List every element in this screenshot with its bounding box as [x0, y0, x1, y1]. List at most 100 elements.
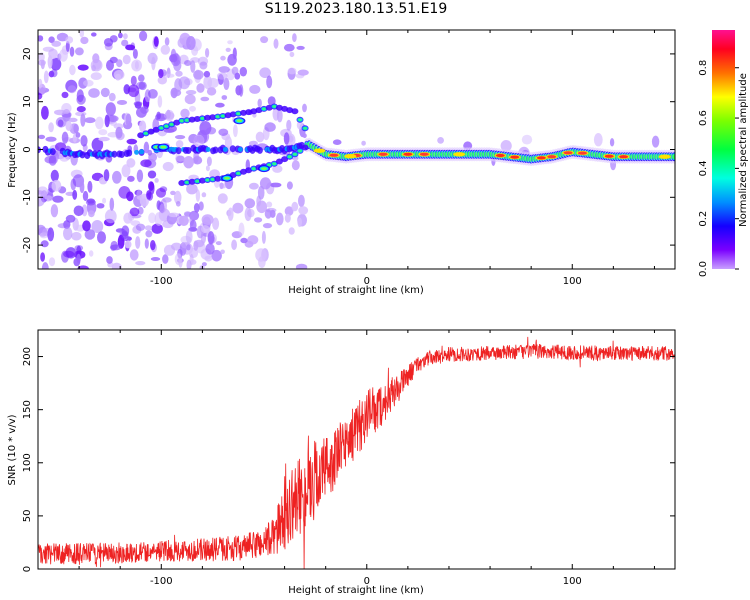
heatmap-cell — [40, 240, 49, 248]
heatmap-cell — [193, 116, 201, 122]
heatmap-cell — [231, 239, 238, 251]
heatmap-cell — [297, 217, 303, 228]
colorbar-ticks: 0.0 0.2 0.4 0.6 0.8 — [698, 60, 739, 277]
y-tick-label: 10 — [22, 95, 33, 108]
heatmap-cell — [79, 181, 85, 193]
heatmap-cell — [378, 152, 388, 156]
heatmap-cell — [134, 149, 140, 155]
x-tick-label: 100 — [563, 576, 582, 587]
heatmap-cell — [65, 36, 74, 44]
heatmap-cell — [200, 96, 210, 102]
heatmap-cell — [42, 46, 55, 52]
heatmap-cell — [157, 95, 163, 108]
heatmap-cell — [129, 249, 139, 261]
heatmap-cell — [67, 85, 77, 94]
heatmap-cell — [192, 156, 203, 165]
spectrogram-heatmap — [38, 30, 675, 269]
heatmap-cell — [69, 64, 76, 76]
heatmap-cell — [38, 186, 49, 197]
heatmap-cell — [200, 117, 205, 120]
heatmap-cell — [283, 132, 290, 145]
heatmap-cell — [291, 108, 299, 115]
heatmap-cell — [84, 117, 96, 124]
heatmap-cell — [147, 149, 153, 156]
heatmap-cell — [130, 75, 137, 86]
heatmap-cell — [619, 155, 629, 159]
heatmap-cell — [229, 145, 236, 153]
x-tick-label: 0 — [364, 576, 370, 587]
heatmap-cell — [80, 135, 88, 147]
heatmap-cell — [240, 237, 248, 244]
heatmap-cell — [48, 155, 57, 166]
heatmap-cell — [146, 190, 152, 200]
y-tick-label: 0 — [22, 566, 33, 572]
heatmap-cell — [75, 132, 81, 138]
heatmap-cell — [83, 79, 94, 87]
heatmap-cell — [160, 44, 170, 55]
heatmap-cell — [209, 114, 217, 121]
heatmap-cell — [186, 36, 196, 50]
colorbar: 0.0 0.2 0.4 0.6 0.8 Normalized spectral ampl… — [698, 30, 749, 277]
x-tick-label: -100 — [150, 276, 173, 287]
heatmap-cell — [136, 195, 146, 201]
heatmap-cell — [88, 210, 95, 218]
heatmap-cell — [56, 32, 69, 42]
heatmap-cell — [281, 156, 289, 163]
heatmap-cell — [116, 59, 123, 68]
heatmap-cell — [302, 133, 307, 139]
heatmap-cell — [87, 180, 93, 193]
heatmap-cell — [127, 84, 140, 98]
heatmap-cell — [196, 83, 205, 93]
heatmap-cell — [52, 195, 64, 203]
heatmap-cell — [672, 154, 675, 160]
heatmap-cell — [138, 81, 147, 91]
heatmap-cell — [139, 149, 145, 155]
heatmap-cell — [227, 40, 233, 45]
heatmap-cell — [238, 84, 244, 97]
heatmap-cell — [121, 164, 131, 178]
heatmap-cell — [38, 78, 43, 89]
heatmap-cell — [148, 89, 158, 99]
heatmap-cell — [173, 190, 182, 204]
heatmap-cell — [159, 126, 164, 130]
heatmap-cell — [264, 209, 272, 219]
heatmap-cell — [41, 262, 49, 269]
y-tick-label: 100 — [22, 453, 33, 472]
heatmap-cell — [227, 207, 234, 221]
heatmap-cell — [108, 92, 116, 102]
heatmap-cell — [199, 61, 208, 70]
heatmap-cell — [289, 51, 295, 58]
heatmap-cell — [109, 197, 115, 211]
heatmap-cell — [201, 262, 207, 267]
heatmap-cell — [303, 126, 308, 130]
heatmap-cell — [45, 136, 57, 142]
heatmap-cell — [155, 113, 167, 122]
heatmap-cell — [260, 36, 269, 44]
heatmap-cell — [135, 223, 146, 231]
heatmap-cell — [205, 147, 211, 152]
heatmap-cell — [198, 177, 206, 184]
heatmap-cell — [195, 179, 200, 183]
heatmap-cell — [239, 66, 247, 77]
x-tick-label: 0 — [364, 276, 370, 287]
heatmap-cell — [204, 114, 211, 121]
heatmap-cell — [155, 187, 167, 198]
heatmap-cell — [204, 255, 213, 262]
heatmap-cell — [61, 91, 69, 99]
heatmap-cell — [291, 201, 299, 212]
heatmap-cell — [184, 212, 193, 218]
heatmap-cell — [123, 33, 128, 40]
heatmap-cell — [206, 87, 217, 96]
heatmap-cell — [105, 102, 116, 116]
heatmap-cell — [106, 59, 114, 71]
heatmap-cell — [232, 202, 244, 214]
snr-axes: -100 0 100 0 50 100 150 200 — [22, 330, 675, 587]
heatmap-cell — [164, 124, 169, 128]
heatmap-cell — [292, 33, 297, 43]
y-tick-label: 50 — [22, 510, 33, 523]
heatmap-cell — [218, 66, 230, 73]
heatmap-cell — [118, 151, 125, 158]
heatmap-cell — [82, 190, 89, 202]
heatmap-cell — [609, 138, 615, 147]
